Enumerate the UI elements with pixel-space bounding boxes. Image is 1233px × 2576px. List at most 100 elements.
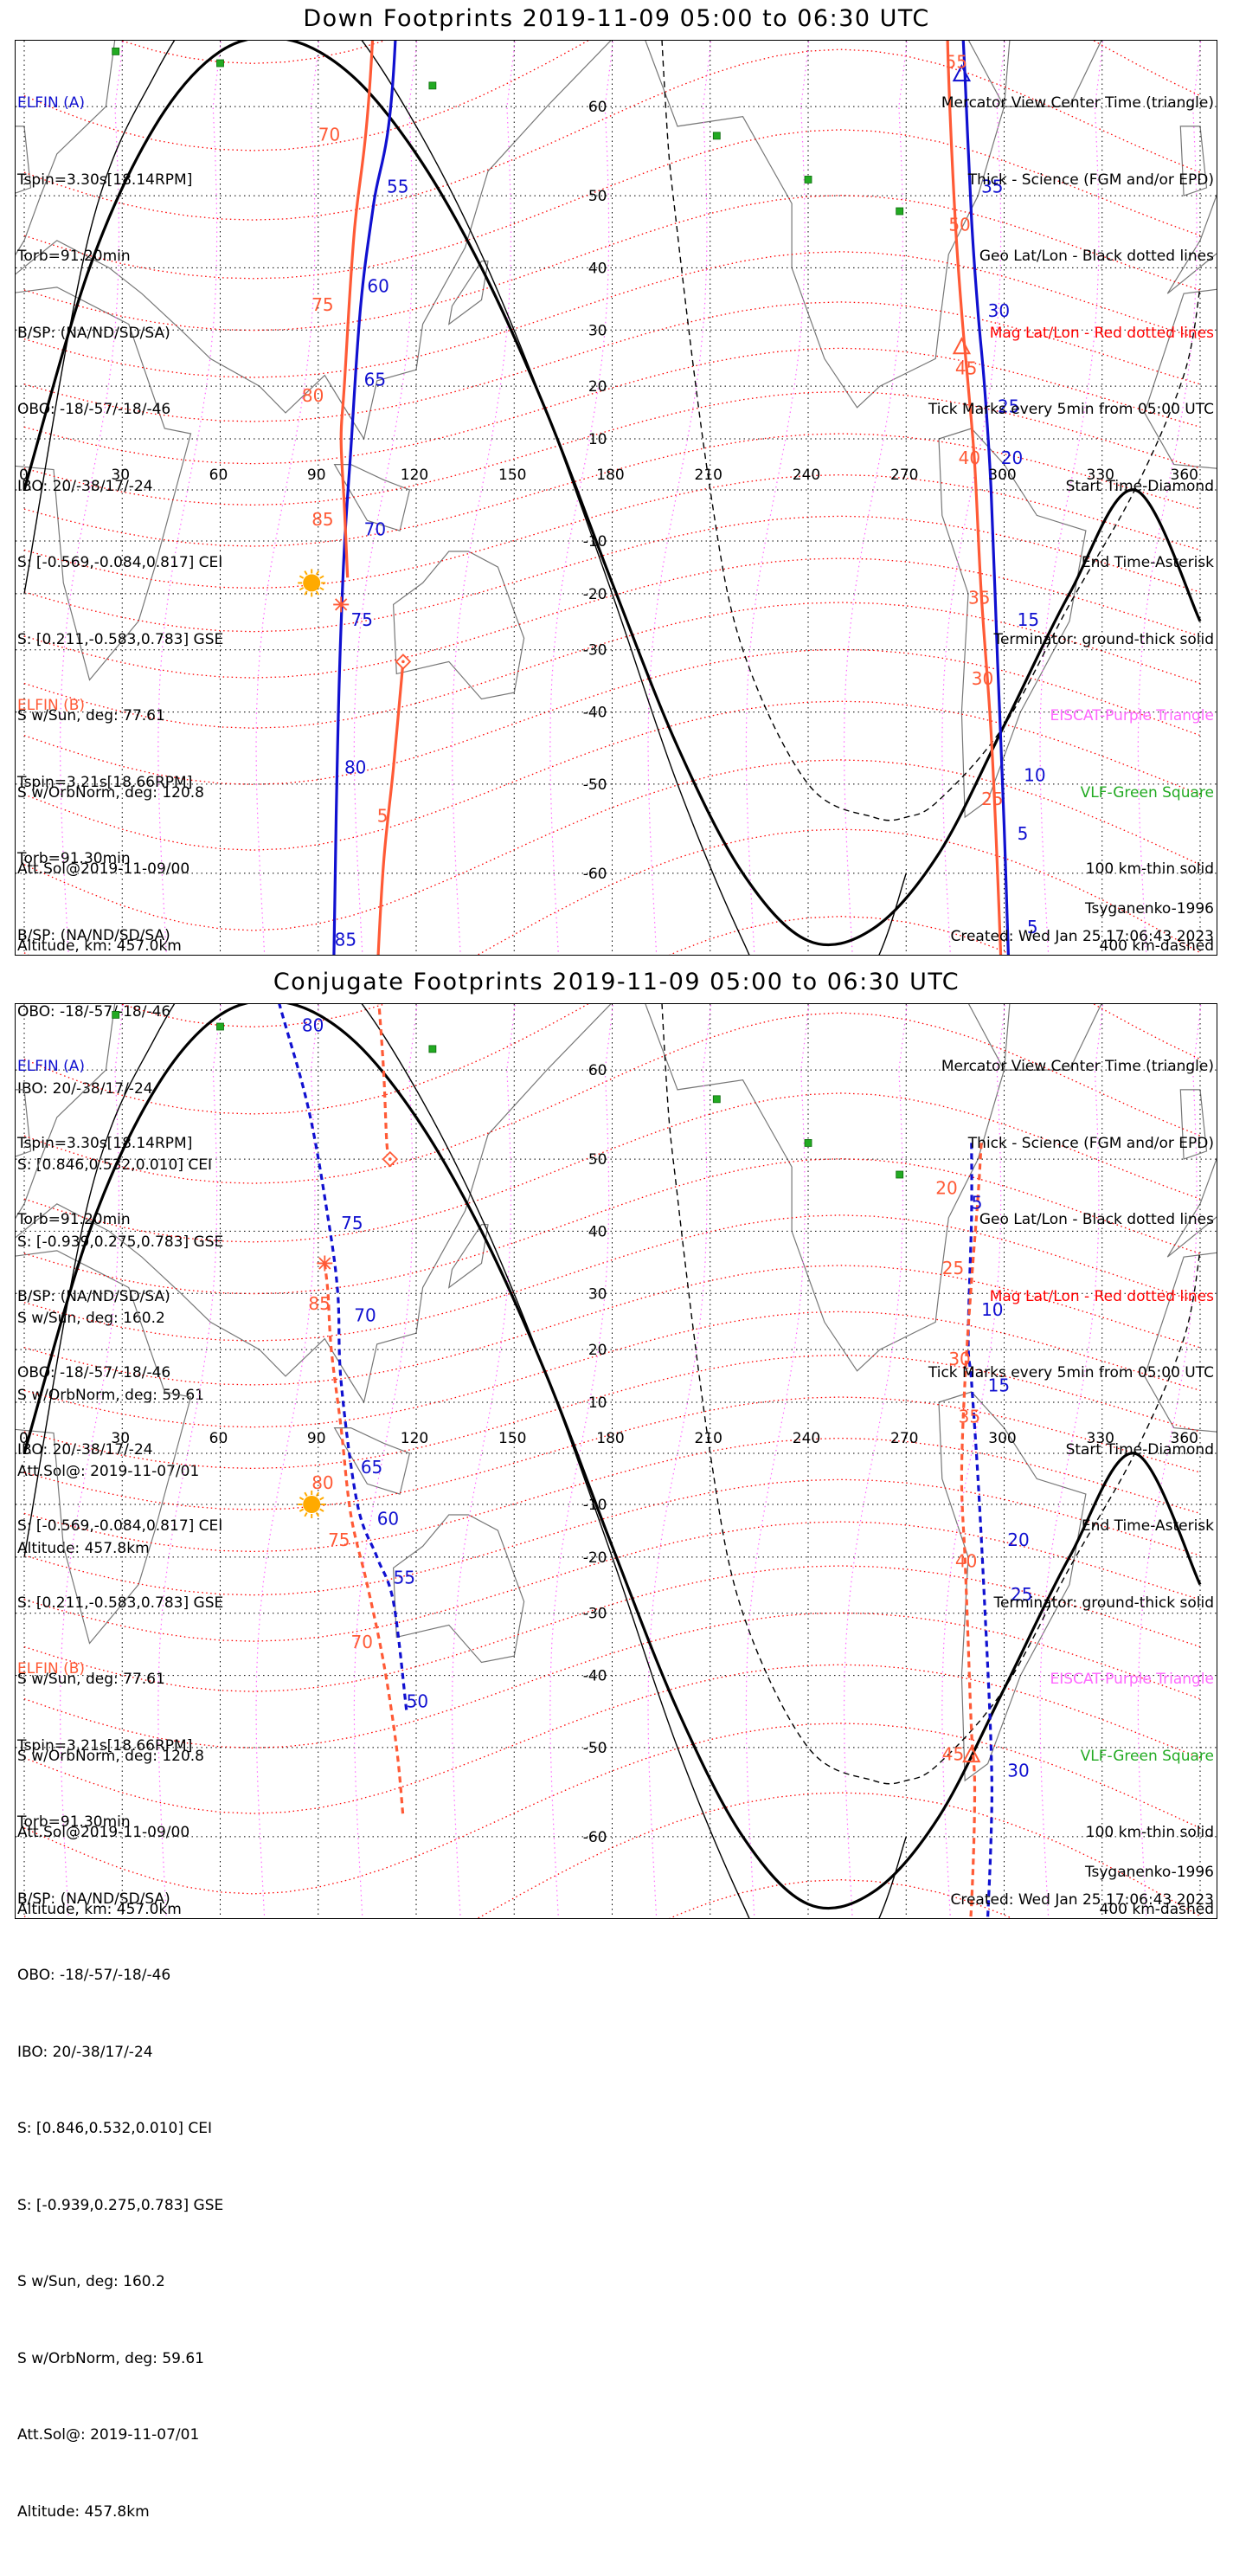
elfin-a-track: [332, 41, 397, 955]
info-line: S: [-0.939,0.275,0.783] GSE: [17, 2196, 224, 2214]
elfin-a-tick-label: 70: [354, 1304, 376, 1325]
coastline: [16, 1089, 32, 1157]
info-line: B/SP: (NA/ND/SD/SA): [17, 324, 170, 342]
elfin-a-track: [966, 1143, 993, 1918]
legend-entry: Thick - Science (FGM and/or EPD): [967, 1134, 1214, 1152]
info-line: S: [0.846,0.532,0.010] CEI: [17, 1156, 213, 1174]
y-tick-label: -20: [583, 1549, 607, 1567]
y-tick-label: 40: [588, 260, 607, 277]
info-line: B/SP: (NA/ND/SD/SA): [17, 1287, 170, 1305]
info-line: Tspin=3.21s[18.66RPM]: [17, 773, 193, 791]
legend-entry: Geo Lat/Lon - Black dotted lines: [979, 248, 1214, 265]
x-tick-label: 300: [988, 1430, 1016, 1447]
sun-icon: [303, 574, 321, 592]
coastline: [392, 1514, 525, 1664]
mag-latitude-line: [23, 1396, 1201, 1510]
x-tick-label: 60: [209, 1430, 228, 1447]
elfin-b-tick-label: 40: [959, 448, 980, 468]
mag-latitude-line: [23, 301, 1201, 422]
map-legend: Mercator View Center Time (triangle) Thi…: [928, 40, 1214, 1010]
legend-entry: 400 km-dashed: [1099, 937, 1214, 955]
x-tick-label: 270: [890, 1430, 918, 1447]
elfin-b-tick-label: 75: [328, 1530, 350, 1550]
elfin-a-header: ELFIN (A): [17, 94, 86, 112]
vlf-station-marker: [216, 1022, 224, 1031]
sun-icon: [303, 1495, 321, 1513]
elfin-b-tick-label: 55: [946, 52, 967, 73]
x-tick-label: 90: [307, 1430, 326, 1447]
center-time-triangle: [952, 64, 972, 82]
elfin-b-tick-label: 5: [377, 806, 389, 827]
x-tick-label: 180: [596, 1430, 624, 1447]
y-tick-label: 20: [588, 1342, 607, 1359]
info-line: OBO: -18/-57/-18/-46: [17, 1967, 171, 1984]
chart-title: Down Footprints 2019-11-09 05:00 to 06:3…: [303, 5, 930, 32]
elfin-a-info: ELFIN (A) Tspin=3.30s[18.14RPM] Torb=91.…: [17, 1003, 223, 1974]
mag-latitude-line: [23, 1478, 1201, 1596]
info-line: Altitude: 457.8km: [17, 2502, 150, 2521]
info-line: B/SP: (NA/ND/SD/SA): [17, 1890, 170, 1908]
sun-ray: [299, 1508, 305, 1512]
chart-title: Conjugate Footprints 2019-11-09 05:00 to…: [273, 969, 960, 995]
x-tick-label: 90: [307, 467, 326, 484]
coastline: [392, 551, 525, 700]
elfin-b-tick-label: 25: [942, 1258, 964, 1278]
info-line: Tspin=3.21s[18.66RPM]: [17, 1736, 193, 1755]
legend-entry: End Time-Asterisk: [1081, 1517, 1214, 1535]
elfin-b-tick-label: 85: [308, 1293, 330, 1314]
vlf-station-marker: [106, 23, 112, 30]
legend-entry: EISCAT-Purple Triangle: [1050, 1671, 1214, 1688]
y-tick-label: 50: [588, 1151, 607, 1169]
elfin-a-tick-label: 20: [1001, 448, 1023, 468]
legend-entry: 100 km-thin solid: [1085, 1824, 1214, 1841]
x-tick-label: 210: [695, 1430, 722, 1447]
model-name: Tsyganenko-1996: [1084, 1864, 1214, 1881]
mag-latitude-line: [23, 41, 1201, 151]
coastline: [1179, 126, 1208, 196]
sun-ray: [319, 1508, 324, 1512]
plot-frame: [15, 40, 1217, 956]
elfin-a-tick-label: 15: [988, 1375, 1010, 1396]
elfin-b-tick-label: 70: [318, 124, 340, 145]
elfin-a-tick-label: 85: [335, 929, 356, 950]
elfin-b-info: ELFIN (B) Tspin=3.21s[18.66RPM] Torb=91.…: [17, 642, 223, 1613]
center-time-triangle: [962, 1744, 981, 1763]
x-tick-label: 240: [793, 1430, 820, 1447]
elfin-b-tick-label: 50: [948, 215, 970, 235]
info-line: Altitude, km: 457.0km: [17, 937, 182, 955]
elfin-a-tick-label: 5: [1018, 823, 1029, 844]
legend-entry: Mercator View Center Time (triangle): [941, 94, 1214, 112]
y-tick-label: 50: [588, 188, 607, 205]
info-line: Torb=91.30min: [17, 1813, 131, 1831]
elfin-b-tick-label: 45: [955, 358, 977, 379]
legend-entry: Thick - Science (FGM and/or EPD): [967, 171, 1214, 189]
x-tick-label: 60: [209, 467, 228, 484]
x-tick-label: 150: [498, 467, 526, 484]
elfin-b-tick-label: 40: [955, 1551, 977, 1572]
info-line: Tspin=3.30s[18.14RPM]: [17, 171, 193, 189]
elfin-b-track: [960, 1143, 983, 1918]
y-tick-label: -60: [583, 1829, 607, 1846]
legend-entry: Mag Lat/Lon - Red dotted lines: [989, 1287, 1214, 1305]
sun-ray: [299, 575, 305, 579]
info-line: S: [0.211,-0.583,0.783] GSE: [17, 1594, 224, 1612]
y-tick-label: 60: [588, 99, 607, 116]
info-line: B/SP: (NA/ND/SD/SA): [17, 926, 170, 944]
vlf-station-marker: [106, 987, 112, 994]
elfin-a-tick-label: 50: [407, 1691, 428, 1712]
x-tick-label: 30: [111, 1430, 130, 1447]
coastline: [645, 41, 1005, 409]
elfin-a-tick-label: 65: [364, 369, 386, 390]
info-line: Tspin=3.30s[18.14RPM]: [17, 1134, 193, 1152]
info-line: S: [0.211,-0.583,0.783] GSE: [17, 630, 224, 648]
x-tick-label: 120: [401, 1430, 428, 1447]
elfin-b-track: [377, 1004, 392, 1168]
elfin-a-tick-label: 5: [972, 1192, 983, 1213]
elfin-a-tick-label: 5: [1027, 917, 1038, 937]
x-tick-label: 360: [1171, 1430, 1198, 1447]
footprint-map-plot: 5055606570758085403530252015105565707580…: [16, 23, 1217, 955]
elfin-a-tick-label: 70: [364, 519, 386, 540]
legend-entry: Geo Lat/Lon - Black dotted lines: [979, 1211, 1214, 1228]
vlf-station-marker: [804, 1139, 812, 1147]
mag-latitude-line: [23, 251, 1201, 378]
